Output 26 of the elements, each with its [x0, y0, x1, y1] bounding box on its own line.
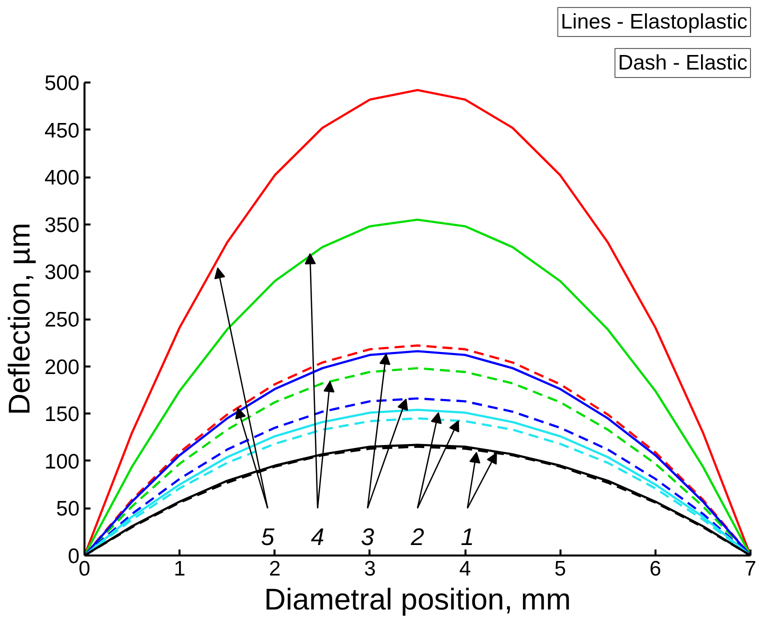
- y-axis-title: Deflection, µm: [3, 222, 36, 416]
- x-tick-label: 5: [554, 558, 566, 580]
- x-tick-label: 1: [174, 558, 186, 580]
- text: Dash - Elastic: [618, 52, 748, 74]
- y-tick-label: 400: [44, 166, 80, 190]
- annotation: 5: [260, 524, 275, 552]
- x-tick-label: 2: [268, 558, 281, 580]
- x-tick-label: 6: [650, 558, 662, 580]
- x-tick-label: 4: [459, 558, 472, 580]
- annotation: 4: [310, 524, 324, 552]
- annotation: 2: [410, 524, 424, 552]
- y-tick-label: 100: [44, 450, 80, 474]
- y-tick-label: 200: [44, 356, 80, 379]
- text: Lines - Elastoplastic: [560, 10, 748, 34]
- annotation: 3: [360, 524, 375, 552]
- y-tick-label: 450: [44, 119, 80, 142]
- y-tick-label: 250: [44, 308, 80, 332]
- y-tick-label: 350: [44, 214, 80, 237]
- y-tick-label: 50: [56, 498, 80, 521]
- x-axis-title: Diametral position, mm: [264, 584, 571, 616]
- annotation: 1: [460, 524, 474, 552]
- y-tick-label: 500: [44, 72, 80, 95]
- y-tick-label: 300: [44, 261, 80, 284]
- x-tick-label: 7: [744, 558, 756, 580]
- y-tick-label: 150: [44, 403, 80, 426]
- x-tick-label: 3: [364, 558, 376, 580]
